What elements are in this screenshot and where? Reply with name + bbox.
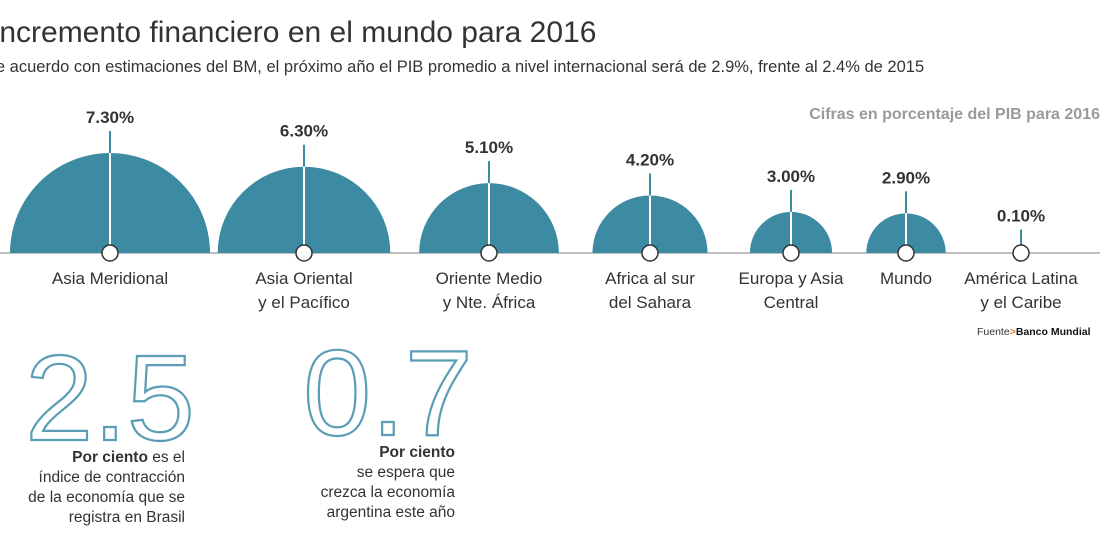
- anchor-dot: [101, 244, 119, 262]
- anchor-dot: [480, 244, 498, 262]
- stat-line: índice de contracción: [39, 469, 185, 486]
- category-label: Asia Oriental: [255, 269, 352, 288]
- stat-lead: Por ciento: [379, 444, 455, 461]
- anchor-dot: [641, 244, 659, 262]
- value-label: 6.30%: [280, 122, 328, 141]
- category-label: Mundo: [880, 269, 932, 288]
- category-label: del Sahara: [609, 293, 692, 312]
- stat-line: de la economía que se: [28, 489, 185, 506]
- source-label: Fuente: [977, 326, 1010, 338]
- stat-line: argentina este año: [327, 504, 455, 521]
- big-number: 0.7: [303, 325, 473, 461]
- subtitle: De acuerdo con estimaciones del BM, el p…: [0, 58, 924, 76]
- category-label: y Nte. África: [443, 293, 536, 312]
- category-label: Asia Meridional: [52, 269, 168, 288]
- anchor-dot: [295, 244, 313, 262]
- category-label: Central: [764, 293, 819, 312]
- source-name: Banco Mundial: [1016, 326, 1091, 338]
- stat-bold: Por ciento: [379, 444, 455, 461]
- stat-bold: Por ciento: [72, 449, 148, 466]
- category-label: América Latina: [964, 269, 1078, 288]
- category-label: y el Caribe: [980, 293, 1061, 312]
- value-label: 3.00%: [767, 167, 815, 186]
- title: Incremento financiero en el mundo para 2…: [0, 16, 596, 49]
- value-label: 7.30%: [86, 108, 134, 127]
- source-arrow: >: [1010, 326, 1016, 338]
- source: Fuente>Banco Mundial: [977, 326, 1091, 338]
- note: Cifras en porcentaje del PIB para 2016: [809, 106, 1100, 123]
- anchor-dot: [782, 244, 800, 262]
- stat-line: se espera que: [357, 464, 455, 481]
- value-label: 2.90%: [882, 168, 930, 187]
- category-label: y el Pacífico: [258, 293, 350, 312]
- stat-line: crezca la economía: [321, 484, 456, 501]
- anchor-dot: [1012, 244, 1030, 262]
- marks: 7.30% Asia Meridional 6.30% Asia Oriental y …: [9, 108, 1078, 312]
- value-label: 4.20%: [626, 150, 674, 169]
- big-number: 2.5: [25, 330, 195, 466]
- category-label: Europa y Asia: [739, 269, 844, 288]
- stat-lead: Por ciento es el: [72, 449, 185, 466]
- anchor-dot: [897, 244, 915, 262]
- stat-line: registra en Brasil: [69, 509, 185, 526]
- value-label: 5.10%: [465, 138, 513, 157]
- category-label: Oriente Medio: [436, 269, 543, 288]
- stat-lead-text: es el: [152, 449, 185, 466]
- category-label: Africa al sur: [605, 269, 695, 288]
- value-label: 0.10%: [997, 207, 1045, 226]
